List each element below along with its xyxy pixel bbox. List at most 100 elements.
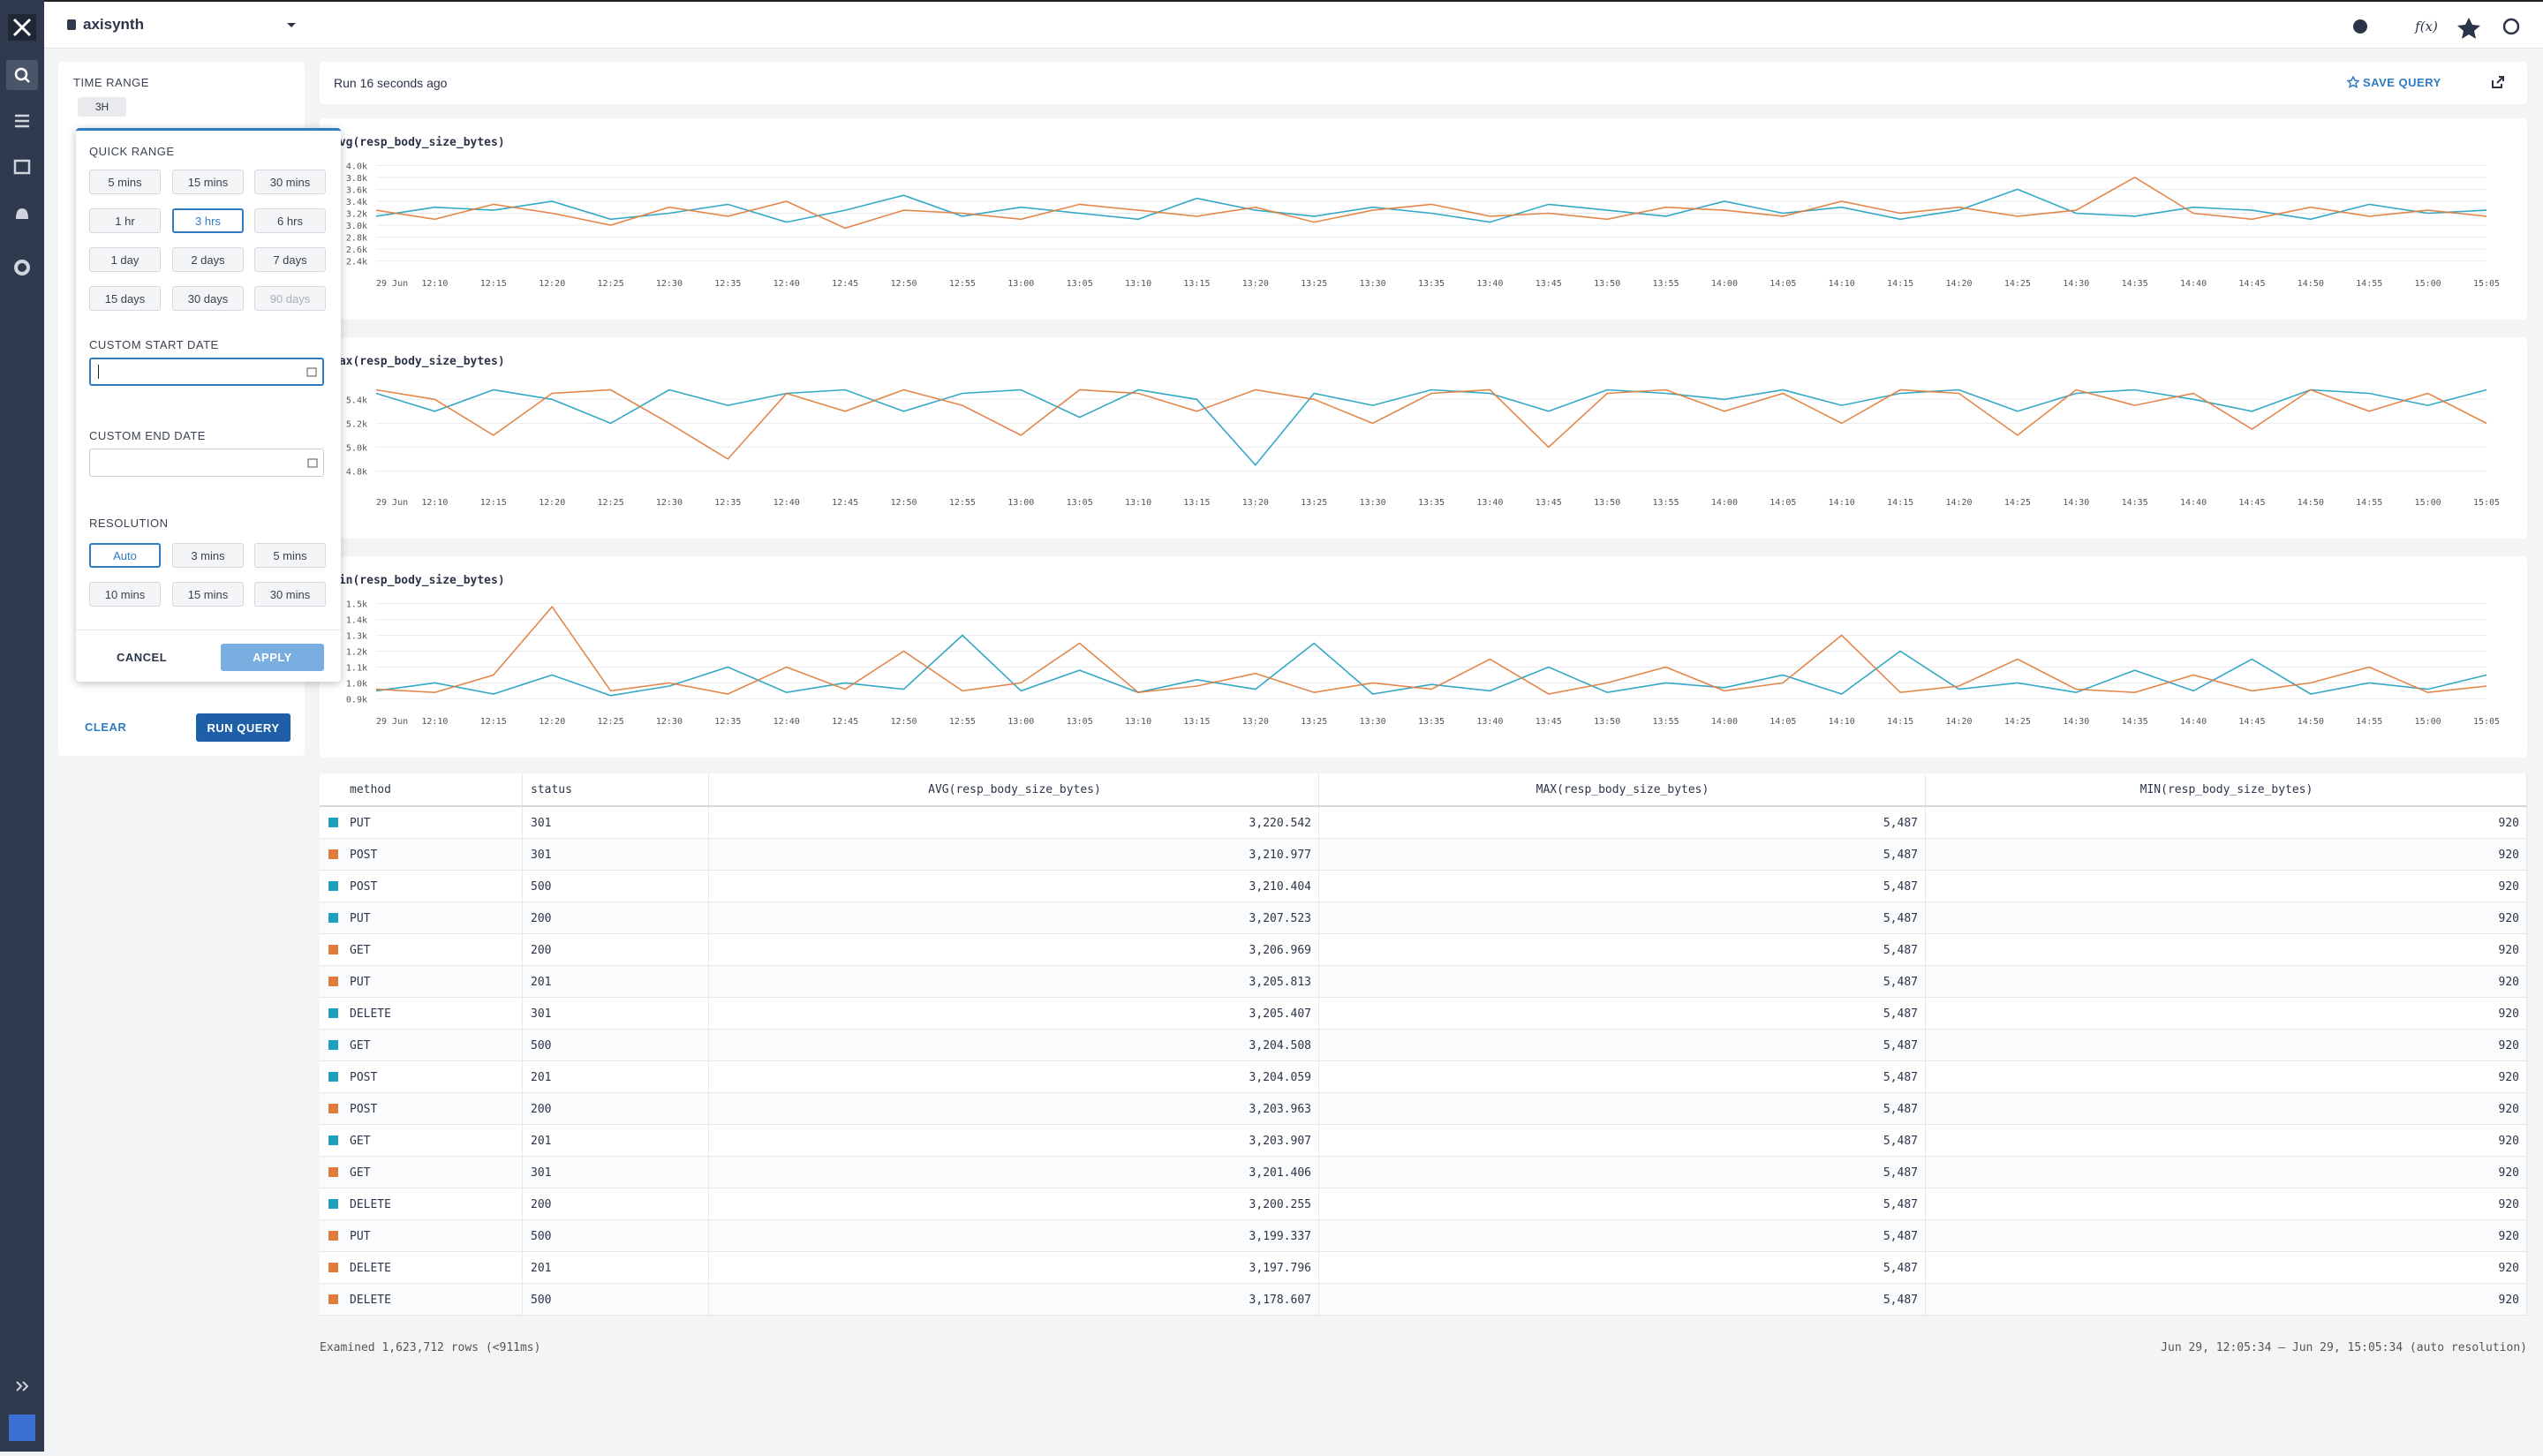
table-row: PUT 301 3,220.542 5,487 920	[320, 807, 2527, 839]
dataset-name[interactable]: axisynth	[83, 16, 144, 33]
x-tick-label: 14:10	[1829, 717, 1855, 727]
quick-range-button[interactable]: 6 hrs	[254, 208, 326, 233]
quick-range-button[interactable]: 90 days	[254, 286, 326, 311]
save-query-button[interactable]: SAVE QUERY	[2363, 76, 2441, 89]
clear-icon[interactable]	[2353, 19, 2367, 34]
table-cell: 920	[1927, 839, 2527, 871]
custom-end-input[interactable]	[89, 449, 324, 477]
table-cell: 3,204.059	[711, 1061, 1319, 1093]
series-line	[375, 605, 2487, 695]
calendar-icon[interactable]	[306, 366, 317, 377]
nav-alerts[interactable]	[16, 208, 28, 219]
column-header[interactable]: AVG(resp_body_size_bytes)	[711, 773, 1319, 805]
calendar-icon[interactable]	[307, 457, 318, 468]
quick-range-button[interactable]: 1 day	[89, 247, 161, 272]
nav-dashboard[interactable]	[13, 159, 31, 175]
x-tick-label: 15:00	[2415, 717, 2441, 727]
x-tick-label: 13:10	[1125, 279, 1151, 289]
table-cell: 201	[524, 1125, 709, 1157]
table-cell: 5,487	[1320, 1220, 1926, 1252]
x-tick-label: 12:50	[890, 498, 917, 508]
x-tick-label: 13:00	[1007, 279, 1034, 289]
clear-button[interactable]: CLEAR	[85, 720, 127, 734]
resolution-button[interactable]: 5 mins	[254, 543, 326, 568]
column-header[interactable]: MIN(resp_body_size_bytes)	[1927, 773, 2527, 805]
chart-title: avg(resp_body_size_bytes)	[332, 136, 505, 149]
resolution-button[interactable]: 3 mins	[172, 543, 244, 568]
x-tick-label: 13:00	[1007, 717, 1034, 727]
x-tick-label: 13:00	[1007, 498, 1034, 508]
x-tick-label: 13:35	[1418, 498, 1445, 508]
chart: min(resp_body_size_bytes) 0.9k 1.0k 1.1k 1.2…	[332, 574, 2500, 727]
quick-range-button[interactable]: 7 days	[254, 247, 326, 272]
y-tick-label: 1.4k	[346, 616, 367, 626]
resolution-button[interactable]: Auto	[89, 543, 161, 568]
time-range-button[interactable]: 3H	[78, 97, 126, 117]
quick-range-button[interactable]: 30 mins	[254, 170, 326, 194]
x-tick-label: 13:20	[1242, 498, 1269, 508]
table-cell: DELETE	[343, 1188, 523, 1220]
x-tick-label: 14:50	[2298, 498, 2324, 508]
nav-settings[interactable]	[14, 260, 30, 275]
x-tick-label: 13:30	[1360, 717, 1386, 727]
table-cell: 5,487	[1320, 1125, 1926, 1157]
table-cell: 5,487	[1320, 934, 1926, 966]
row-color	[328, 945, 338, 954]
quick-range-button[interactable]: 1 hr	[89, 208, 161, 233]
table-cell: 3,201.406	[711, 1157, 1319, 1188]
nav-expand[interactable]	[16, 1381, 29, 1392]
run-query-button[interactable]: RUN QUERY	[196, 713, 291, 742]
column-header[interactable]: status	[524, 773, 709, 805]
resolution-button[interactable]: 30 mins	[254, 582, 326, 607]
x-tick-label: 13:25	[1301, 279, 1327, 289]
quick-range-button[interactable]: 30 days	[172, 286, 244, 311]
share-icon[interactable]	[2490, 74, 2506, 90]
x-tick-label: 14:25	[2004, 498, 2031, 508]
time-range-value: 3H	[94, 101, 109, 113]
quick-range-button[interactable]: 3 hrs	[172, 208, 244, 233]
quick-range-button[interactable]: 5 mins	[89, 170, 161, 194]
apply-label: APPLY	[253, 651, 292, 664]
y-tick-label: 0.9k	[346, 695, 367, 705]
x-tick-label: 14:55	[2356, 717, 2382, 727]
table-row: POST 201 3,204.059 5,487 920	[320, 1061, 2527, 1093]
quick-range-button[interactable]: 15 mins	[172, 170, 244, 194]
row-color	[328, 1104, 338, 1113]
formula-icon[interactable]: f(x)	[2414, 19, 2438, 34]
history-icon[interactable]	[2502, 18, 2520, 35]
table-cell: 200	[524, 1093, 709, 1125]
table-cell: 5,487	[1320, 807, 1926, 839]
table-cell: 5,487	[1320, 902, 1926, 934]
table-cell: 3,205.407	[711, 998, 1319, 1030]
table-cell: 5,487	[1320, 998, 1926, 1030]
chart-title: max(resp_body_size_bytes)	[332, 355, 505, 368]
table-cell: 3,178.607	[711, 1284, 1319, 1316]
cancel-button[interactable]: CANCEL	[117, 651, 168, 664]
x-tick-label: 14:20	[1945, 498, 1972, 508]
y-tick-label: 2.6k	[346, 245, 367, 255]
x-tick-label: 14:10	[1829, 498, 1855, 508]
dataset-caret[interactable]	[286, 21, 297, 30]
table-cell: 920	[1927, 1188, 2527, 1220]
resolution-button[interactable]: 15 mins	[172, 582, 244, 607]
custom-start-input[interactable]	[89, 358, 324, 386]
resolution-label: RESOLUTION	[89, 517, 169, 530]
star-icon[interactable]	[2457, 18, 2480, 39]
column-header[interactable]: MAX(resp_body_size_bytes)	[1320, 773, 1926, 805]
x-tick-label: 14:05	[1770, 498, 1796, 508]
apply-button[interactable]: APPLY	[221, 644, 324, 671]
save-icon	[2347, 76, 2359, 88]
resolution-button[interactable]: 10 mins	[89, 582, 161, 607]
x-tick-label: 13:25	[1301, 498, 1327, 508]
nav-search[interactable]	[6, 60, 38, 90]
x-tick-label: 13:55	[1653, 717, 1679, 727]
quick-range-button[interactable]: 2 days	[172, 247, 244, 272]
x-tick-label: 14:35	[2122, 279, 2148, 289]
table-cell: 920	[1927, 871, 2527, 902]
avatar[interactable]	[9, 1415, 35, 1441]
nav-list[interactable]	[15, 114, 29, 128]
table-cell: 301	[524, 1157, 709, 1188]
column-header[interactable]: method	[343, 773, 523, 805]
quick-range-button[interactable]: 15 days	[89, 286, 161, 311]
y-tick-label: 1.3k	[346, 632, 367, 642]
